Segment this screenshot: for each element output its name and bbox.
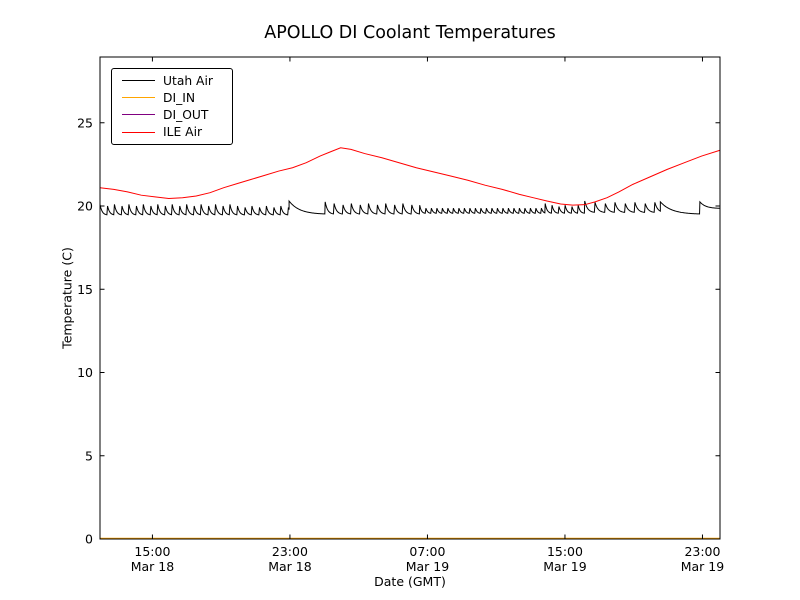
- x-tick-date-label: Mar 18: [268, 559, 312, 574]
- legend-line-ile-air: [122, 131, 155, 133]
- y-tick-label: 20: [77, 199, 93, 214]
- y-tick-label: 0: [85, 532, 93, 547]
- x-tick-time-label: 15:00: [134, 544, 170, 559]
- legend-label: DI_IN: [163, 90, 196, 105]
- x-tick-time-label: 23:00: [684, 544, 720, 559]
- x-tick-date-label: Mar 19: [543, 559, 587, 574]
- x-tick-date-label: Mar 18: [131, 559, 175, 574]
- y-tick-label: 15: [77, 282, 93, 297]
- x-tick-time-label: 23:00: [272, 544, 308, 559]
- x-tick-time-label: 07:00: [409, 544, 445, 559]
- axes: [99, 56, 721, 540]
- legend-line-utah-air: [122, 80, 155, 82]
- legend: Utah Air DI_IN DI_OUT ILE Air: [111, 68, 233, 145]
- x-tick-time-label: 15:00: [547, 544, 583, 559]
- legend-item-di-out: DI_OUT: [122, 106, 226, 123]
- legend-item-di-in: DI_IN: [122, 89, 226, 106]
- legend-line-di-in: [122, 97, 155, 99]
- legend-label: DI_OUT: [163, 107, 209, 122]
- legend-item-utah-air: Utah Air: [122, 72, 226, 89]
- axes-frame: [99, 56, 721, 540]
- series-ile-air: [99, 147, 721, 206]
- x-tick-date-label: Mar 19: [681, 559, 725, 574]
- legend-line-di-out: [122, 114, 155, 116]
- x-axis-label: Date (GMT): [374, 574, 446, 589]
- x-tick-date-label: Mar 19: [406, 559, 450, 574]
- y-tick-label: 5: [85, 448, 93, 463]
- series-utah-air: [99, 199, 720, 216]
- chart-title: APOLLO DI Coolant Temperatures: [264, 23, 556, 43]
- legend-label: ILE Air: [163, 125, 203, 140]
- legend-item-ile-air: ILE Air: [122, 124, 226, 141]
- y-tick-label: 25: [77, 115, 93, 130]
- legend-label: Utah Air: [163, 73, 213, 88]
- series-lines: [99, 147, 721, 540]
- y-tick-label: 10: [77, 365, 93, 380]
